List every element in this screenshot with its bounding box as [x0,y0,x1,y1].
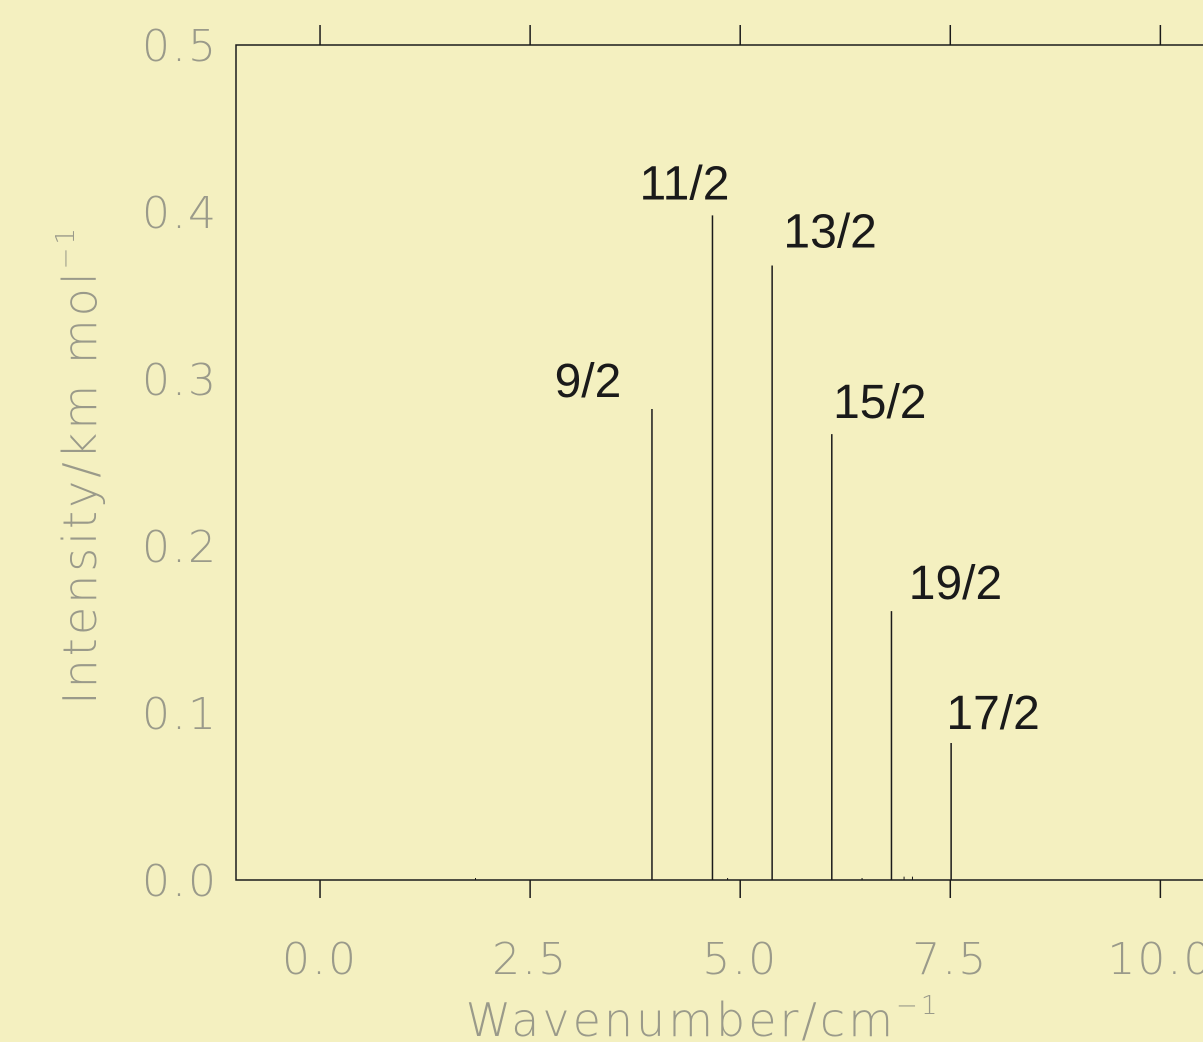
peak-sticks [474,215,952,880]
y-axis-title-exponent: −1 [51,225,81,269]
peak-label: 15/2 [833,376,926,429]
y-tick-label: 0.5 [142,21,218,72]
x-tick-label: 10.0 [1107,934,1203,985]
x-tick-label: 2.5 [492,934,568,985]
x-tick-label: 0.0 [282,934,358,985]
peak-labels: 9/2 11/2 13/2 15/2 19/2 17/2 [555,157,1040,740]
y-tick-label: 0.1 [142,689,218,740]
y-tick-label: 0.0 [142,856,218,907]
y-axis: 0.0 0.1 0.2 0.3 0.4 0.5 [142,21,218,907]
x-axis: 0.0 2.5 5.0 7.5 10.0 [282,25,1203,985]
y-tick-label: 0.3 [142,355,218,406]
peak-label: 19/2 [909,557,1002,610]
x-tick-label: 7.5 [912,934,988,985]
peak-label: 11/2 [640,157,730,210]
peak-label: 9/2 [555,355,622,408]
x-tick-label: 5.0 [702,934,778,985]
peak-label: 17/2 [946,687,1039,740]
plot-frame [235,44,1203,881]
y-tick-label: 0.2 [142,522,218,573]
peak-label: 13/2 [783,205,876,258]
x-axis-title-exponent: −1 [896,991,940,1021]
y-tick-label: 0.4 [142,188,218,239]
x-axis-title: Wavenumber/cm−1 [466,991,941,1042]
y-axis-title: Intensity/km mol−1 [51,225,107,705]
